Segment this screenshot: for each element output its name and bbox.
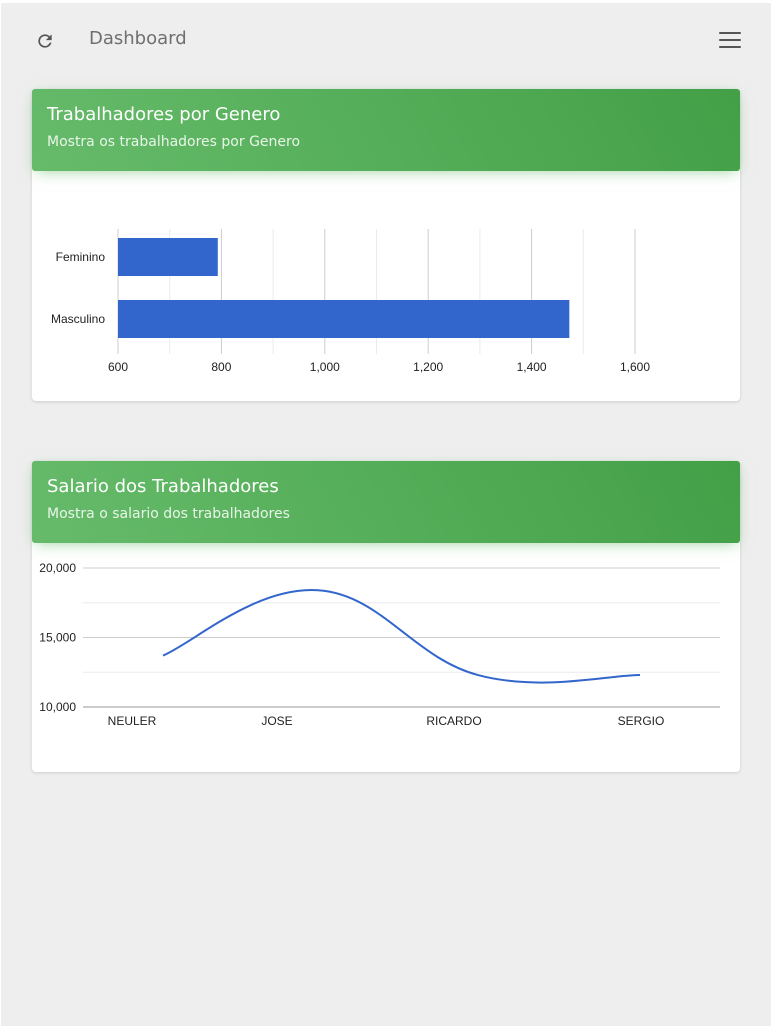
salary-card: 10,000 15,000 20,000 NEULER JOSE RICARDO SERGI…: [32, 461, 740, 772]
refresh-button[interactable]: [33, 29, 57, 53]
gender-bar-chart: 600 800 1,000 1,200 1,400 1,600 Feminino Mascul…: [51, 229, 650, 374]
top-bar: Dashboard: [1, 3, 771, 75]
x-tick-label: 1,400: [517, 360, 547, 374]
x-tick-label: 1,200: [413, 360, 443, 374]
card-title: Salario dos Trabalhadores: [47, 476, 279, 497]
category-label: Feminino: [56, 250, 106, 264]
category-label: Masculino: [51, 312, 105, 326]
gender-card: Trabalhadores por Genero Mostra os traba…: [32, 89, 740, 401]
card-title: Trabalhadores por Genero: [47, 104, 281, 125]
dashboard-page: Dashboard Trabalhadores por Genero Mostr…: [1, 3, 771, 1026]
page-title: Dashboard: [89, 28, 187, 49]
card-subtitle: Mostra os trabalhadores por Genero: [47, 134, 301, 150]
refresh-icon: [38, 34, 52, 48]
menu-icon: [719, 32, 741, 34]
y-tick-label: 20,000: [39, 561, 76, 575]
menu-button[interactable]: [717, 29, 745, 51]
salary-line-chart: 10,000 15,000 20,000 NEULER JOSE RICARDO SERGI…: [39, 561, 720, 728]
x-tick-label: 1,000: [310, 360, 340, 374]
card-header: Salario dos Trabalhadores Mostra o salar…: [32, 461, 740, 543]
x-category-label: SERGIO: [618, 714, 665, 728]
x-category-label: RICARDO: [426, 714, 481, 728]
card-subtitle: Mostra o salario dos trabalhadores: [47, 506, 290, 522]
x-tick-label: 600: [108, 360, 128, 374]
x-category-label: NEULER: [108, 714, 157, 728]
x-category-label: JOSE: [261, 714, 292, 728]
y-tick-label: 10,000: [39, 700, 76, 714]
y-tick-label: 15,000: [39, 631, 76, 645]
bar-masculino: [118, 300, 570, 338]
salary-line: [162, 589, 641, 684]
card-header: Trabalhadores por Genero Mostra os traba…: [32, 89, 740, 171]
x-tick-label: 1,600: [620, 360, 650, 374]
x-tick-label: 800: [211, 360, 231, 374]
bar-feminino: [118, 238, 218, 276]
